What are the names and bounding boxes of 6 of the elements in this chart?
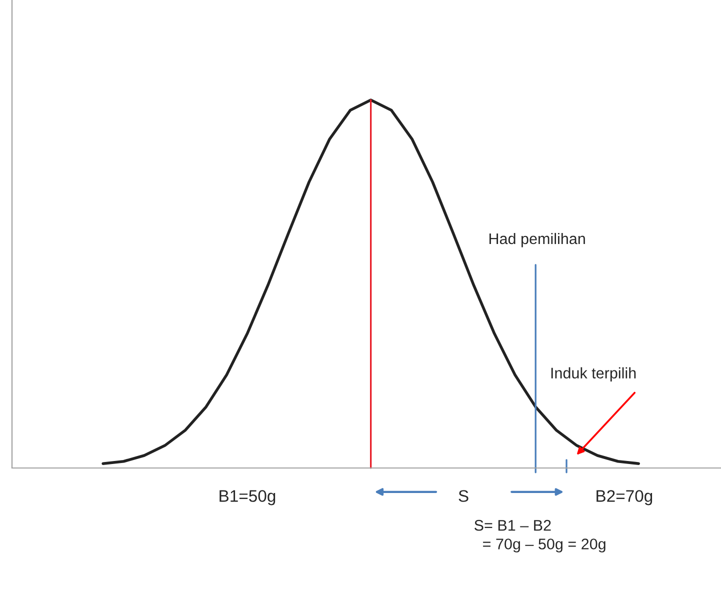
text: S	[458, 490, 468, 502]
text: B2=70g	[596, 490, 652, 506]
text: B1=50g	[220, 490, 276, 506]
annotation: Had pemilihan	[489, 232, 585, 248]
annotation: Induk terpilih	[551, 367, 636, 382]
text: S= B1 – B2 = 70g – 50g = 20g	[474, 520, 606, 552]
